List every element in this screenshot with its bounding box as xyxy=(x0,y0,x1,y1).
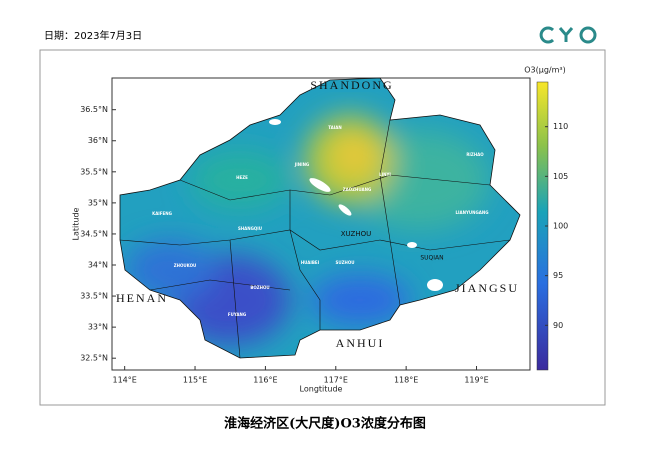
province-label: HENAN xyxy=(116,291,168,305)
province-label: ANHUI xyxy=(336,336,385,350)
city-label: RIZHAO xyxy=(466,152,484,157)
x-tick-label: 117°E xyxy=(324,376,348,385)
y-tick-label: 36.5°N xyxy=(80,105,108,114)
title: 淮海经济区(大尺度)O3浓度分布图 xyxy=(223,416,426,432)
province-label: JIANGSU xyxy=(455,281,519,295)
y-tick-label: 33.5°N xyxy=(80,292,108,301)
city-label: JINING xyxy=(294,162,309,167)
province-label: SHANDONG xyxy=(310,78,393,92)
x-tick-label: 115°E xyxy=(183,376,207,385)
city-label: LIANYUNGANG xyxy=(456,210,489,215)
city-label: HUAIBEI xyxy=(301,260,320,265)
city-label: SUQIAN xyxy=(420,255,443,262)
x-tick-label: 118°E xyxy=(394,376,418,385)
y-tick-label: 34°N xyxy=(88,261,108,270)
logo xyxy=(539,26,597,44)
x-tick-label: 116°E xyxy=(253,376,277,385)
borders xyxy=(119,119,511,359)
city-label: BOZHOU xyxy=(250,285,269,290)
city-label: LINYI xyxy=(379,172,391,177)
date: 日期：2023年7月3日 xyxy=(44,29,142,42)
frame xyxy=(39,49,606,406)
city-label: ZHOUKOU xyxy=(174,263,196,268)
y-tick-label: 34.5°N xyxy=(80,229,108,238)
city-label: SHANGQIU xyxy=(238,226,262,231)
y-tick-label: 32.5°N xyxy=(80,354,108,363)
city-label: ZAOZHUANG xyxy=(343,187,372,192)
city-label: FUYANG xyxy=(228,312,246,317)
y-tick-label: 35°N xyxy=(88,198,108,207)
x-tick-label: 114°E xyxy=(113,376,137,385)
colorbar-tick-label: 90 xyxy=(553,321,563,330)
city-label: KAIFENG xyxy=(152,211,172,216)
city-label: SUZHOU xyxy=(335,260,354,265)
colorbar-label: O3(μg/m³) xyxy=(524,66,566,75)
y-tick-label: 36°N xyxy=(88,136,108,145)
y-tick-label: 33°N xyxy=(88,323,108,332)
y-tick-label: 35.5°N xyxy=(80,167,108,176)
x-axis-label: Longtitude xyxy=(300,385,343,394)
colorbar-tick-label: 110 xyxy=(553,122,568,131)
colorbar-tick-label: 105 xyxy=(553,172,568,181)
y-axis-label: Latitude xyxy=(72,207,81,240)
colorbar-tick-label: 95 xyxy=(553,271,563,280)
colorbar-tick-label: 100 xyxy=(553,222,568,231)
x-tick-label: 119°E xyxy=(464,376,488,385)
city-label: HEZE xyxy=(236,175,248,180)
city-label: XUZHOU xyxy=(341,230,372,238)
lakes xyxy=(269,119,443,291)
city-label: TAIAN xyxy=(328,125,341,130)
